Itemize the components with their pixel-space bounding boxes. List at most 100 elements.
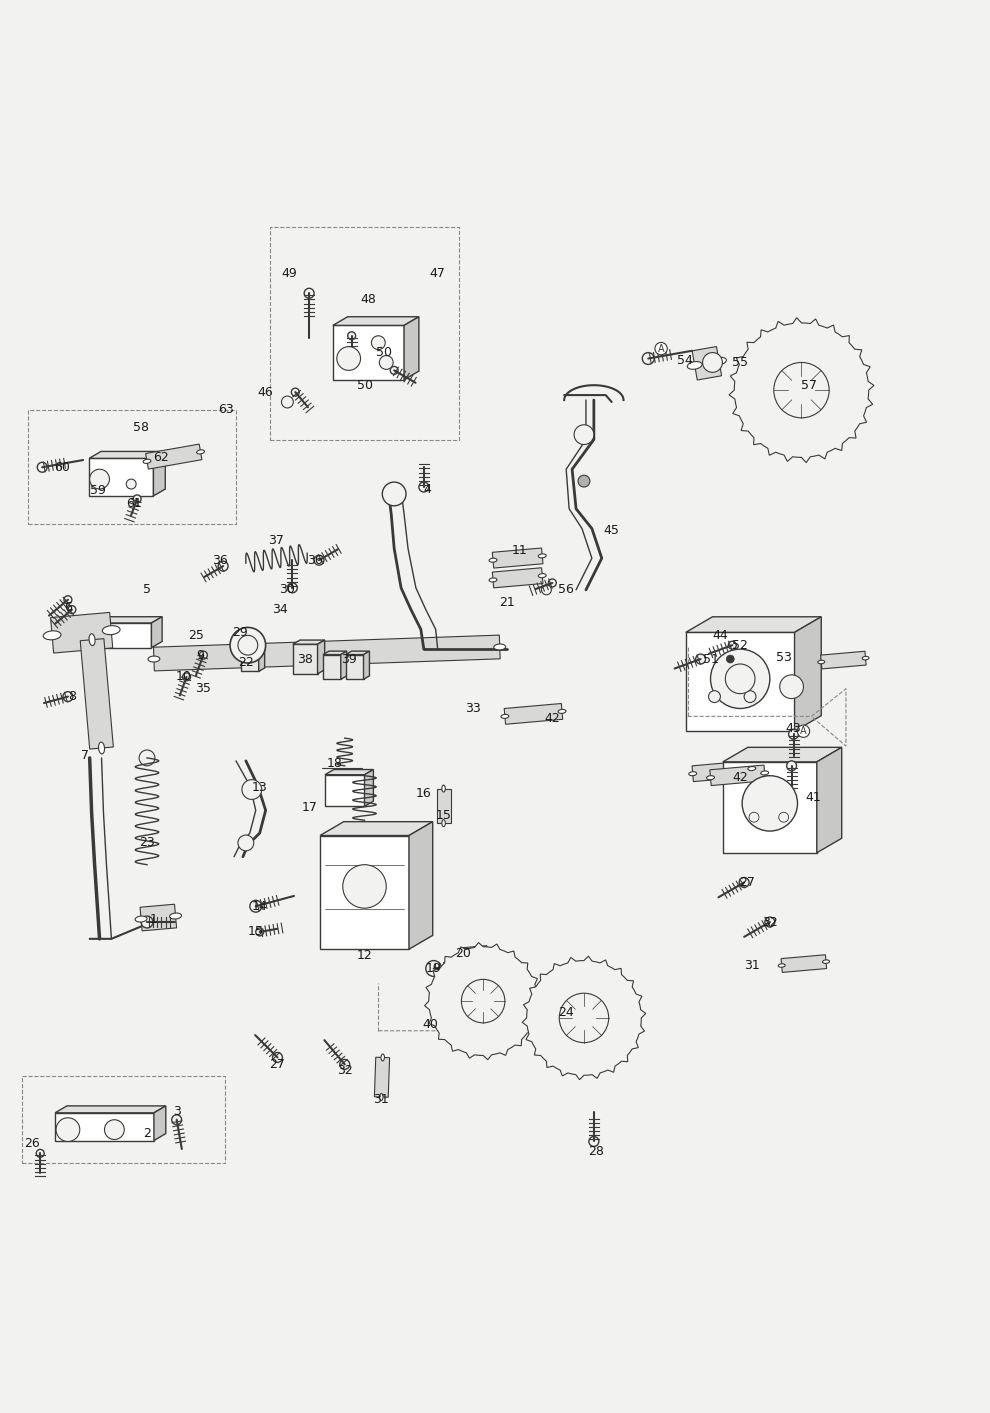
Text: 58: 58 xyxy=(133,421,149,434)
Text: 7: 7 xyxy=(81,749,89,763)
Circle shape xyxy=(779,812,789,822)
Circle shape xyxy=(548,579,556,586)
Ellipse shape xyxy=(539,554,546,558)
Text: 43: 43 xyxy=(786,722,802,735)
Circle shape xyxy=(419,482,429,492)
Ellipse shape xyxy=(148,656,159,663)
Circle shape xyxy=(142,916,152,928)
Circle shape xyxy=(249,900,261,913)
Ellipse shape xyxy=(818,660,825,664)
Circle shape xyxy=(105,1119,125,1139)
Ellipse shape xyxy=(539,574,546,578)
Polygon shape xyxy=(333,317,419,325)
Text: 44: 44 xyxy=(713,629,729,642)
Polygon shape xyxy=(723,762,817,853)
Ellipse shape xyxy=(747,767,755,770)
Circle shape xyxy=(742,776,798,831)
Text: 46: 46 xyxy=(257,386,273,398)
Ellipse shape xyxy=(501,715,509,718)
Text: 19: 19 xyxy=(426,962,442,975)
Ellipse shape xyxy=(481,957,495,962)
Polygon shape xyxy=(293,644,318,674)
Polygon shape xyxy=(325,774,364,807)
Circle shape xyxy=(37,1149,45,1157)
Circle shape xyxy=(127,479,137,489)
Polygon shape xyxy=(323,654,341,680)
Polygon shape xyxy=(710,764,765,786)
Circle shape xyxy=(589,1136,599,1146)
Circle shape xyxy=(789,729,799,739)
Polygon shape xyxy=(692,346,722,380)
Ellipse shape xyxy=(379,1094,383,1101)
Ellipse shape xyxy=(558,709,566,714)
Text: 42: 42 xyxy=(544,712,560,725)
Text: 36: 36 xyxy=(307,554,323,567)
Polygon shape xyxy=(504,704,562,725)
Circle shape xyxy=(749,812,759,822)
Text: 13: 13 xyxy=(251,781,267,794)
Text: 49: 49 xyxy=(281,267,297,280)
Ellipse shape xyxy=(442,820,446,827)
Text: 53: 53 xyxy=(776,650,792,664)
Circle shape xyxy=(347,332,355,339)
Polygon shape xyxy=(151,616,162,647)
Circle shape xyxy=(238,636,257,656)
Circle shape xyxy=(304,288,314,298)
Ellipse shape xyxy=(760,771,768,774)
Polygon shape xyxy=(522,957,645,1080)
Polygon shape xyxy=(153,1106,165,1140)
Polygon shape xyxy=(140,904,176,931)
Text: 32: 32 xyxy=(337,1064,352,1077)
Circle shape xyxy=(371,336,385,349)
Circle shape xyxy=(382,482,406,506)
Text: 8: 8 xyxy=(68,690,76,704)
Text: 27: 27 xyxy=(740,876,755,889)
Text: 24: 24 xyxy=(558,1006,574,1019)
Text: 39: 39 xyxy=(341,653,356,666)
Polygon shape xyxy=(821,651,866,668)
Circle shape xyxy=(740,877,749,887)
Ellipse shape xyxy=(489,578,497,582)
Text: 28: 28 xyxy=(588,1145,604,1157)
Text: 32: 32 xyxy=(762,916,778,928)
Text: A: A xyxy=(657,343,664,353)
Text: 5: 5 xyxy=(143,584,151,596)
Circle shape xyxy=(38,462,48,472)
Ellipse shape xyxy=(456,958,470,965)
Polygon shape xyxy=(462,945,489,975)
Circle shape xyxy=(281,396,293,408)
Text: 18: 18 xyxy=(327,757,343,770)
Text: 45: 45 xyxy=(604,524,620,537)
Ellipse shape xyxy=(494,644,506,650)
Circle shape xyxy=(314,555,324,565)
Circle shape xyxy=(729,642,737,649)
Ellipse shape xyxy=(169,913,181,918)
Polygon shape xyxy=(55,1106,165,1113)
Circle shape xyxy=(726,664,755,694)
Circle shape xyxy=(182,673,190,681)
Text: 3: 3 xyxy=(172,1105,180,1118)
Text: 31: 31 xyxy=(373,1094,389,1106)
Text: 52: 52 xyxy=(733,639,748,651)
Text: 48: 48 xyxy=(360,292,376,305)
Polygon shape xyxy=(241,643,264,647)
Circle shape xyxy=(63,692,73,702)
Polygon shape xyxy=(425,942,542,1060)
Text: 15: 15 xyxy=(436,808,451,822)
Text: 54: 54 xyxy=(677,355,693,367)
Polygon shape xyxy=(318,640,325,674)
Circle shape xyxy=(171,1115,181,1125)
Polygon shape xyxy=(258,643,264,671)
Circle shape xyxy=(390,366,398,374)
Text: 47: 47 xyxy=(430,267,446,280)
Text: 9: 9 xyxy=(196,649,204,661)
Text: 17: 17 xyxy=(301,801,317,814)
Polygon shape xyxy=(692,760,752,781)
Circle shape xyxy=(727,656,735,663)
Circle shape xyxy=(337,346,360,370)
Circle shape xyxy=(343,865,386,909)
Polygon shape xyxy=(409,822,433,950)
Text: 27: 27 xyxy=(269,1058,285,1071)
Text: 37: 37 xyxy=(267,534,283,547)
Polygon shape xyxy=(437,788,450,824)
